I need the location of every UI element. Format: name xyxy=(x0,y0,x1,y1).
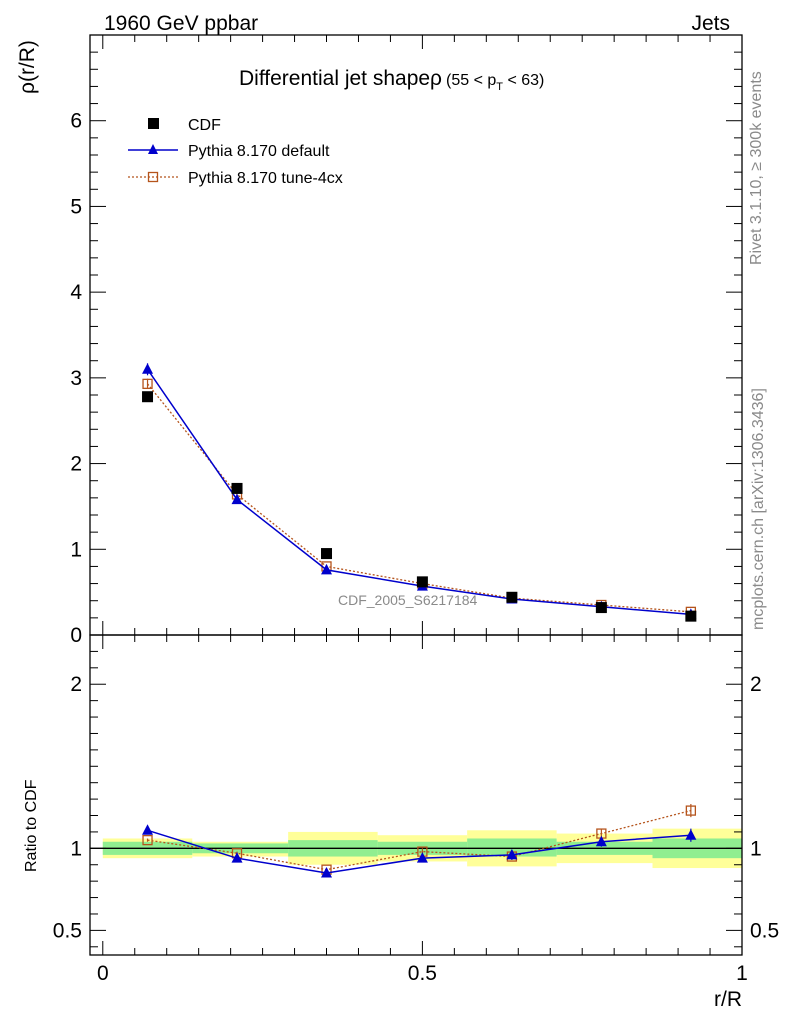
main-series-cdf-point xyxy=(685,610,697,622)
main-ytick-label: 4 xyxy=(70,281,82,304)
main-ytick-label: 5 xyxy=(70,195,82,218)
legend: CDF Pythia 8.170 default Pythia 8.170 tu… xyxy=(128,117,343,187)
ratio-ytick-label-left: 1 xyxy=(70,837,82,860)
chart-title: Differential jet shapeρ (55 < pT < 63) xyxy=(239,67,544,93)
ratio-ytick-label-left: 0.5 xyxy=(53,919,82,942)
legend-label-default: Pythia 8.170 default xyxy=(188,143,330,160)
ratio-series-default-point xyxy=(506,848,518,860)
legend-label-cdf: CDF xyxy=(188,117,221,134)
main-ytick-label: 3 xyxy=(70,367,82,390)
main-ylabel: ρ(r/R) xyxy=(16,40,39,94)
mcplots-label: mcplots.cern.ch [arXiv:1306.3436] xyxy=(750,388,767,630)
ratio-series-tune-point xyxy=(142,834,153,846)
ratio-frame xyxy=(89,634,743,956)
title-sub-prefix: (55 < p xyxy=(446,72,496,89)
ratio-series-default-point xyxy=(321,866,333,878)
legend-marker-tune xyxy=(147,171,159,183)
main-series-cdf-point xyxy=(142,391,154,403)
ratio-plot-area xyxy=(90,804,742,878)
ratio-ytick-label-right: 0.5 xyxy=(750,919,779,942)
legend-marker-cdf xyxy=(148,118,159,129)
main-ytick-label: 6 xyxy=(70,110,82,133)
main-series-cdf-point xyxy=(321,548,333,560)
main-ytick-label: 2 xyxy=(70,453,82,476)
ratio-axes: 0.5 0.51 12 20 0.5 1 xyxy=(53,634,779,985)
ratio-ylabel: Ratio to CDF xyxy=(23,779,40,872)
main-series-cdf-point xyxy=(416,576,428,588)
main-ytick-label: 1 xyxy=(70,538,82,561)
header-right: Jets xyxy=(691,12,730,35)
xtick-label: 1 xyxy=(736,962,748,985)
main-ytick-label: 0 xyxy=(70,624,82,647)
main-plot-area xyxy=(142,363,697,622)
main-series-cdf-point xyxy=(231,482,243,494)
title-main: Differential jet shapeρ xyxy=(239,67,442,90)
ratio-ytick-label-left: 2 xyxy=(70,673,82,696)
ratio-series-default-point xyxy=(595,835,607,847)
main-series-default-point xyxy=(142,363,154,374)
header-left: 1960 GeV ppbar xyxy=(104,12,258,35)
ratio-ytick-label-right: 1 xyxy=(750,837,762,860)
watermark: CDF_2005_S6217184 xyxy=(338,592,478,608)
main-axes: 0 1 2 3 4 5 6 xyxy=(70,34,743,647)
legend-marker-default xyxy=(148,144,158,154)
rivet-label: Rivet 3.1.10, ≥ 300k events xyxy=(748,71,765,265)
main-series-cdf-point xyxy=(595,602,607,614)
main-series-cdf-point xyxy=(506,591,518,603)
main-series-default-point xyxy=(321,563,333,575)
main-series-default-point xyxy=(231,493,243,505)
ratio-series-default-point xyxy=(142,824,154,835)
xtick-label: 0 xyxy=(97,962,109,985)
main-series-tune-point xyxy=(142,378,153,390)
ratio-series-default-point xyxy=(231,852,243,863)
ratio-series-default-point xyxy=(685,829,697,840)
ratio-series-tune-point xyxy=(685,805,697,816)
ratio-ytick-label-right: 2 xyxy=(750,673,762,696)
xlabel: r/R xyxy=(714,988,742,1011)
legend-label-tune: Pythia 8.170 tune-4cx xyxy=(188,170,343,187)
ratio-series-default-point xyxy=(416,852,428,863)
xtick-label: 0.5 xyxy=(408,962,437,985)
title-sub-suffix: < 63) xyxy=(503,72,544,89)
title-sub-index: T xyxy=(496,81,503,93)
